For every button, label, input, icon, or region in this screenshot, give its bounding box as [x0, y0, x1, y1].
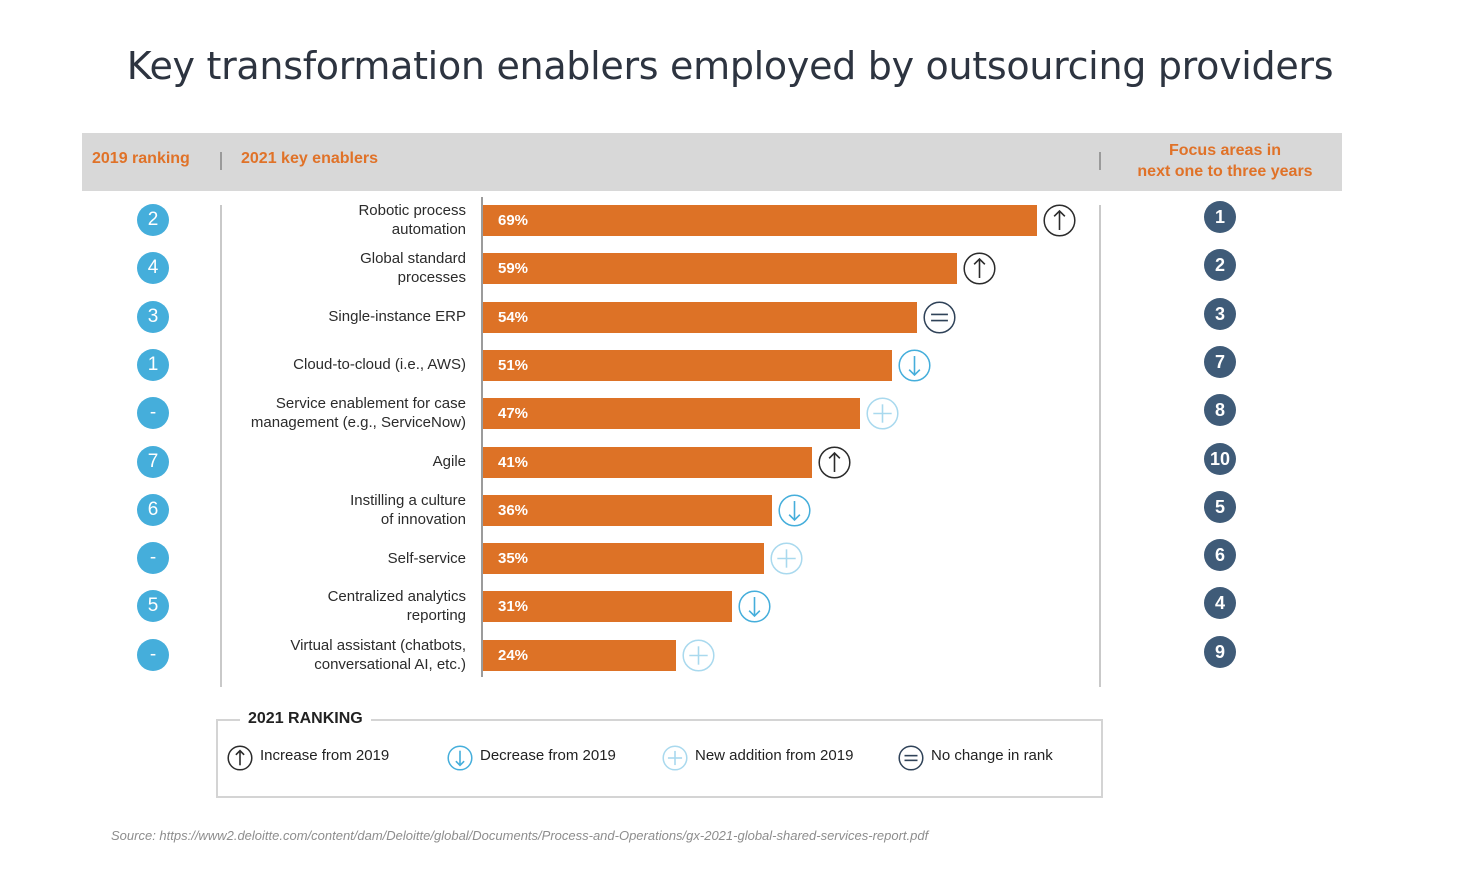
category-label: Virtual assistant (chatbots, conversation… [166, 636, 466, 674]
bar [483, 591, 732, 623]
focus-rank-badge: 6 [1204, 539, 1236, 572]
header-2021-key-enablers: 2021 key enablers [241, 150, 378, 167]
category-label-line: Instilling a culture [350, 491, 466, 509]
rank-2019-badge: 5 [137, 590, 169, 623]
focus-rank-badge: 5 [1204, 490, 1236, 523]
chart-title: Key transformation enablers employed by … [126, 44, 1334, 88]
bar-value-label: 31% [498, 598, 529, 616]
rank-2019-badge: 4 [137, 252, 169, 285]
header-divider [220, 152, 222, 170]
category-label: Centralized analytics reporting [166, 587, 466, 625]
legend-item-label: Decrease from 2019 [480, 747, 616, 764]
focus-rank-badge: 3 [1204, 297, 1236, 330]
bar [483, 301, 917, 333]
focus-rank-badge: 2 [1204, 249, 1236, 282]
legend-box [216, 719, 1103, 798]
bar-value-label: 24% [498, 646, 529, 664]
focus-rank-badge: 4 [1204, 587, 1236, 620]
plus-icon [770, 542, 803, 580]
bar [483, 253, 957, 285]
source-note: Source: https://www2.deloitte.com/conten… [111, 828, 929, 843]
column-divider-left [220, 205, 222, 687]
header-focus-areas: Focus areas in next one to three years [1100, 140, 1350, 182]
bar [483, 349, 893, 381]
category-label-line: automation [391, 221, 466, 238]
header-divider [1099, 152, 1101, 170]
bar-value-label: 54% [498, 308, 529, 326]
rank-2019-badge: - [137, 542, 169, 575]
category-label: Service enablement for case management (e… [166, 394, 466, 432]
category-label-line: processes [397, 269, 466, 287]
rank-2019-badge: 6 [137, 493, 169, 526]
header-focus-line2: next one to three years [1137, 163, 1313, 180]
category-label: Robotic process automation [166, 201, 466, 239]
bar-value-label: 36% [498, 501, 529, 519]
arrow-down-icon [738, 590, 771, 628]
bar-value-label: 51% [498, 356, 529, 374]
category-label-line: management (e.g., ServiceNow) [250, 414, 466, 432]
bar [483, 543, 764, 575]
legend-item-label: No change in rank [931, 747, 1053, 764]
legend-item-label: Increase from 2019 [260, 747, 390, 764]
arrow-up-icon [1043, 204, 1076, 242]
category-label: Self-service [166, 549, 466, 568]
plus-icon [866, 397, 899, 435]
category-label-line: conversational AI, etc.) [314, 655, 466, 673]
focus-rank-badge: 7 [1204, 345, 1236, 378]
category-label: Cloud-to-cloud (i.e., AWS) [166, 355, 466, 374]
column-divider-right [1099, 205, 1101, 687]
category-label: Instilling a culture of innovation [166, 491, 466, 529]
bar [483, 398, 861, 430]
bar [483, 639, 676, 671]
rank-2019-badge: 3 [137, 300, 169, 333]
category-label-line: Agile [432, 453, 466, 470]
bar-axis-line [481, 197, 483, 677]
bar-value-label: 41% [498, 453, 529, 471]
arrow-up-icon [818, 445, 851, 484]
category-label-line: of innovation [380, 510, 466, 528]
category-label-line: Global standard [360, 250, 466, 268]
focus-rank-badge: 1 [1204, 201, 1236, 233]
category-label-line: Service enablement for case [275, 395, 466, 413]
category-label-line: Robotic process [358, 202, 466, 219]
table-header [82, 133, 1342, 191]
focus-rank-badge: 10 [1204, 442, 1236, 475]
category-label: Single-instance ERP [166, 307, 466, 326]
rank-2019-badge: - [137, 397, 169, 430]
category-label-line: Centralized analytics [327, 588, 466, 606]
category-label-line: Virtual assistant (chatbots, [290, 636, 466, 654]
bar [483, 446, 813, 478]
header-focus-line1: Focus areas in [1168, 142, 1282, 159]
category-label-line: Single-instance ERP [328, 308, 466, 326]
header-2019-ranking: 2019 ranking [92, 150, 190, 167]
category-label-line: reporting [406, 607, 466, 625]
rank-2019-badge: - [137, 638, 169, 671]
bar-value-label: 59% [498, 260, 529, 278]
legend-item-label: New addition from 2019 [695, 747, 854, 764]
bar-value-label: 47% [498, 405, 529, 423]
category-label-line: Cloud-to-cloud (i.e., AWS) [293, 356, 466, 374]
arrow-down-icon [778, 494, 811, 532]
category-label: Agile [166, 452, 466, 471]
category-label: Global standard processes [166, 249, 466, 287]
legend-title: 2021 RANKING [240, 710, 371, 728]
arrow-up-icon [963, 252, 996, 290]
plus-icon [682, 639, 715, 677]
focus-rank-badge: 8 [1204, 394, 1236, 427]
equals-icon [923, 301, 956, 339]
category-label-line: Self-service [387, 549, 466, 567]
bar-value-label: 35% [498, 550, 529, 568]
bar-value-label: 69% [498, 212, 529, 229]
rank-2019-badge: 1 [137, 348, 169, 381]
bar [483, 494, 773, 526]
arrow-down-icon [898, 349, 932, 387]
rank-2019-badge: 7 [137, 445, 169, 478]
bar [483, 205, 1037, 236]
rank-2019-badge: 2 [137, 204, 169, 236]
focus-rank-badge: 9 [1204, 635, 1236, 668]
